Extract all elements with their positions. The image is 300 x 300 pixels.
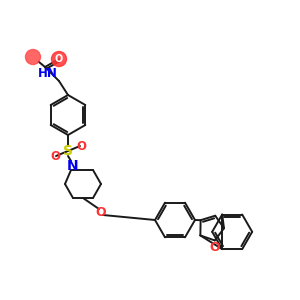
Text: N: N (67, 159, 79, 173)
Circle shape (27, 51, 39, 63)
Text: HN: HN (38, 67, 58, 80)
Text: O: O (55, 54, 63, 64)
Text: O: O (50, 149, 60, 163)
Text: S: S (63, 144, 73, 158)
Circle shape (26, 50, 40, 64)
Text: O: O (96, 206, 106, 218)
Text: O: O (209, 242, 220, 254)
Circle shape (52, 52, 67, 67)
Text: O: O (76, 140, 86, 152)
